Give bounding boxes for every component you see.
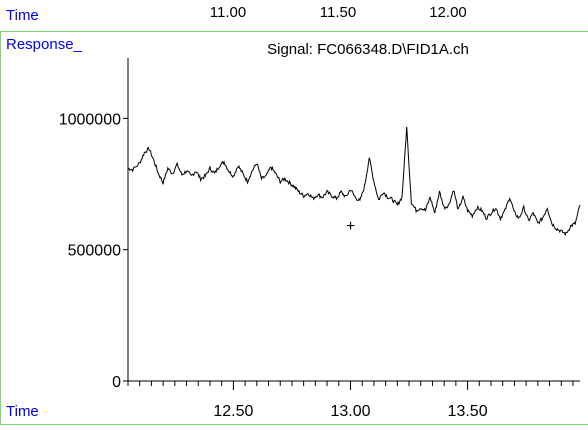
x-tick-label: 12.50 xyxy=(213,403,253,420)
top-strip-tick-label-1: 11.00 xyxy=(210,4,246,21)
x-ticks: 12.50 13.00 13.50 xyxy=(127,381,574,420)
x-tick-label: 13.50 xyxy=(448,403,488,420)
x-axis-label: Time xyxy=(6,403,39,420)
plus-marker: + xyxy=(346,218,355,235)
y-tick-label: 1000000 xyxy=(59,111,121,128)
y-tick-label: 0 xyxy=(112,374,121,391)
signal-trace-line xyxy=(128,126,581,237)
y-ticks: 0 500000 1000000 xyxy=(59,111,128,391)
top-strip-tick-label-3: 12.00 xyxy=(429,4,467,21)
top-strip-x-axis-label: Time xyxy=(6,7,39,24)
y-axis-label: Response_ xyxy=(6,36,83,53)
x-tick-label: 13.00 xyxy=(330,403,370,420)
chart-title: Signal: FC066348.D\FID1A.ch xyxy=(267,41,469,58)
top-strip-tick-label-2: 11.50 xyxy=(320,4,356,21)
y-tick-label: 500000 xyxy=(68,243,121,260)
